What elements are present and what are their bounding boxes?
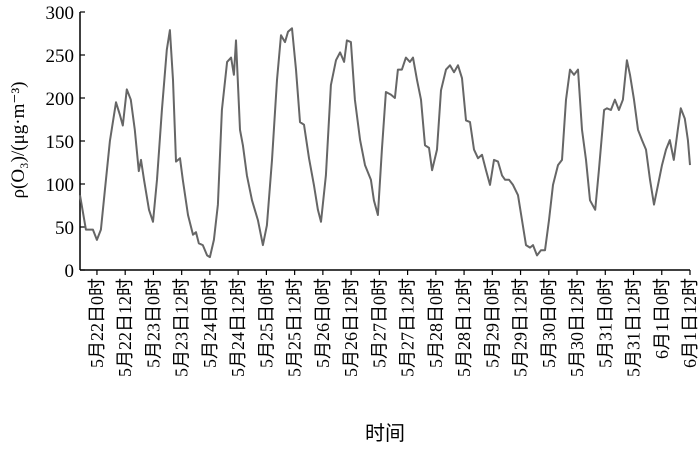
x-tick-label: 5月23日12时 bbox=[172, 278, 192, 377]
x-tick-label: 5月31日12时 bbox=[624, 278, 644, 377]
y-tick-label: 150 bbox=[46, 132, 75, 153]
x-tick-label: 5月30日0时 bbox=[539, 278, 559, 368]
x-tick-label: 6月1日12时 bbox=[680, 278, 700, 368]
x-tick-label: 5月28日12时 bbox=[454, 278, 474, 377]
x-tick-label: 5月29日12时 bbox=[511, 278, 531, 377]
y-tick-label: 200 bbox=[46, 89, 75, 110]
x-tick-label: 5月27日12时 bbox=[398, 278, 418, 377]
x-tick-label: 6月1日0时 bbox=[652, 278, 672, 359]
x-tick-label: 5月25日0时 bbox=[256, 278, 276, 368]
x-tick-label: 5月22日12时 bbox=[115, 278, 135, 377]
y-tick-label: 250 bbox=[46, 46, 75, 67]
y-tick-label: 50 bbox=[55, 218, 74, 239]
x-tick-label: 5月26日12时 bbox=[341, 278, 361, 377]
x-tick-label: 5月23日0时 bbox=[143, 278, 163, 368]
x-tick-label: 5月24日12时 bbox=[228, 278, 248, 377]
x-tick-label: 5月26日0时 bbox=[313, 278, 333, 368]
y-tick-label: 100 bbox=[46, 175, 75, 196]
x-tick-label: 5月27日0时 bbox=[369, 278, 389, 368]
x-tick-label: 5月30日12时 bbox=[567, 278, 587, 377]
x-axis-label: 时间 bbox=[365, 422, 405, 445]
y-tick-label: 0 bbox=[65, 261, 75, 282]
x-tick-label: 5月24日0时 bbox=[200, 278, 220, 368]
x-tick-label: 5月28日0时 bbox=[426, 278, 446, 368]
data-line bbox=[79, 27, 691, 259]
x-tick-label: 5月22日0时 bbox=[87, 278, 107, 368]
y-tick-label: 300 bbox=[46, 3, 75, 24]
x-tick-label: 5月31日0时 bbox=[595, 278, 615, 368]
y-axis-label: ρ(O₃)/(μg·m⁻³) bbox=[8, 82, 29, 199]
x-tick-label: 5月29日0时 bbox=[482, 278, 502, 368]
x-tick-label: 5月25日12时 bbox=[285, 278, 305, 377]
